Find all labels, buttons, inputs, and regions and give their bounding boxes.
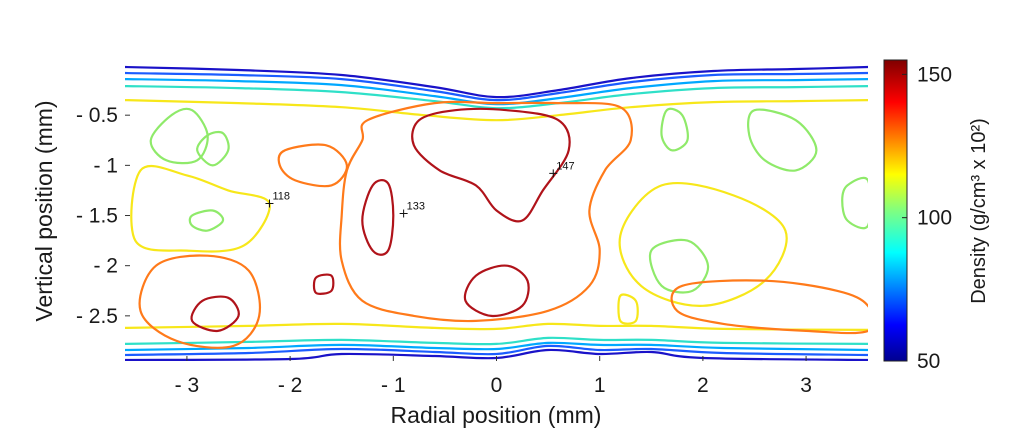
contour-line-110-19 (617, 293, 639, 325)
y-tick-label-1: - 1 (93, 154, 118, 177)
x-tick-label-0: - 3 (175, 374, 200, 397)
x-axis-label: Radial position (mm) (391, 402, 602, 428)
annotation-label-0: 118 (272, 190, 290, 202)
y-tick-label-2: - 1.5 (76, 205, 118, 228)
colorbar-ticks: 50 100 150 (902, 63, 952, 373)
contour-line-130-21 (277, 143, 349, 188)
contour-line-60-1 (125, 348, 868, 361)
contour-line-110-16 (125, 322, 868, 331)
contour-line-100-9 (196, 130, 230, 167)
contour-line-70-2 (125, 71, 868, 102)
x-axis-ticks: - 3 - 2 - 1 0 1 2 3 (175, 356, 812, 397)
contour-line-90-6 (125, 85, 868, 110)
contour-line-100-11 (660, 107, 689, 152)
contour-line-100-12 (747, 108, 818, 172)
x-tick-label-6: 3 (800, 374, 812, 397)
colorbar-tick-label-0: 50 (917, 350, 940, 373)
contour-line-80-5 (125, 341, 868, 352)
contour-line-150-27 (190, 295, 240, 333)
contour-line-130-22 (138, 254, 261, 349)
colorbar-gradient (883, 59, 908, 362)
contour-layer (125, 65, 868, 361)
contour-line-60-0 (125, 65, 868, 99)
contour-line-130-23 (670, 279, 868, 335)
annotation-label-2: 147 (556, 160, 574, 172)
plot-area: 118 133 147 (125, 65, 868, 361)
annotation-marker-2 (549, 169, 558, 178)
contour-line-100-13 (649, 238, 710, 294)
contour-line-70-3 (125, 344, 868, 357)
y-tick-label-3: - 2 (93, 255, 118, 278)
contour-line-90-7 (125, 336, 868, 346)
colorbar-label: Density (g/cm³ x 10²) (968, 118, 990, 304)
colorbar: 50 100 150 Density (g/cm³ x 10²) (883, 59, 990, 373)
contour-line-100-10 (188, 209, 225, 232)
contour-line-150-26 (463, 264, 530, 318)
x-tick-label-5: 2 (697, 374, 709, 397)
colorbar-tick-label-2: 150 (917, 63, 952, 86)
contour-line-110-15 (125, 99, 868, 122)
y-tick-label-0: - 0.5 (76, 104, 118, 127)
contour-line-100-14 (841, 176, 868, 230)
x-tick-label-4: 1 (594, 374, 606, 397)
contour-line-150-24 (411, 107, 571, 223)
y-axis-label: Vertical position (mm) (31, 100, 57, 321)
y-axis-ticks: - 0.5 - 1 - 1.5 - 2 - 2.5 (76, 104, 130, 328)
annotation-marker-1 (399, 209, 408, 218)
x-tick-label-2: - 1 (381, 374, 406, 397)
colorbar-tick-label-1: 100 (917, 207, 952, 230)
contour-line-110-17 (130, 165, 271, 253)
annotation-label-1: 133 (407, 201, 425, 213)
contour-line-110-18 (618, 181, 788, 307)
contour-line-100-8 (149, 107, 209, 165)
x-tick-label-1: - 2 (278, 374, 303, 397)
x-tick-label-3: 0 (491, 374, 503, 397)
contour-line-150-28 (312, 273, 335, 295)
contour-line-150-25 (361, 179, 395, 256)
y-tick-label-4: - 2.5 (76, 305, 118, 328)
annotation-layer: 118 133 147 (265, 160, 575, 218)
annotation-marker-0 (265, 199, 274, 208)
contour-line-130-20 (338, 100, 633, 323)
